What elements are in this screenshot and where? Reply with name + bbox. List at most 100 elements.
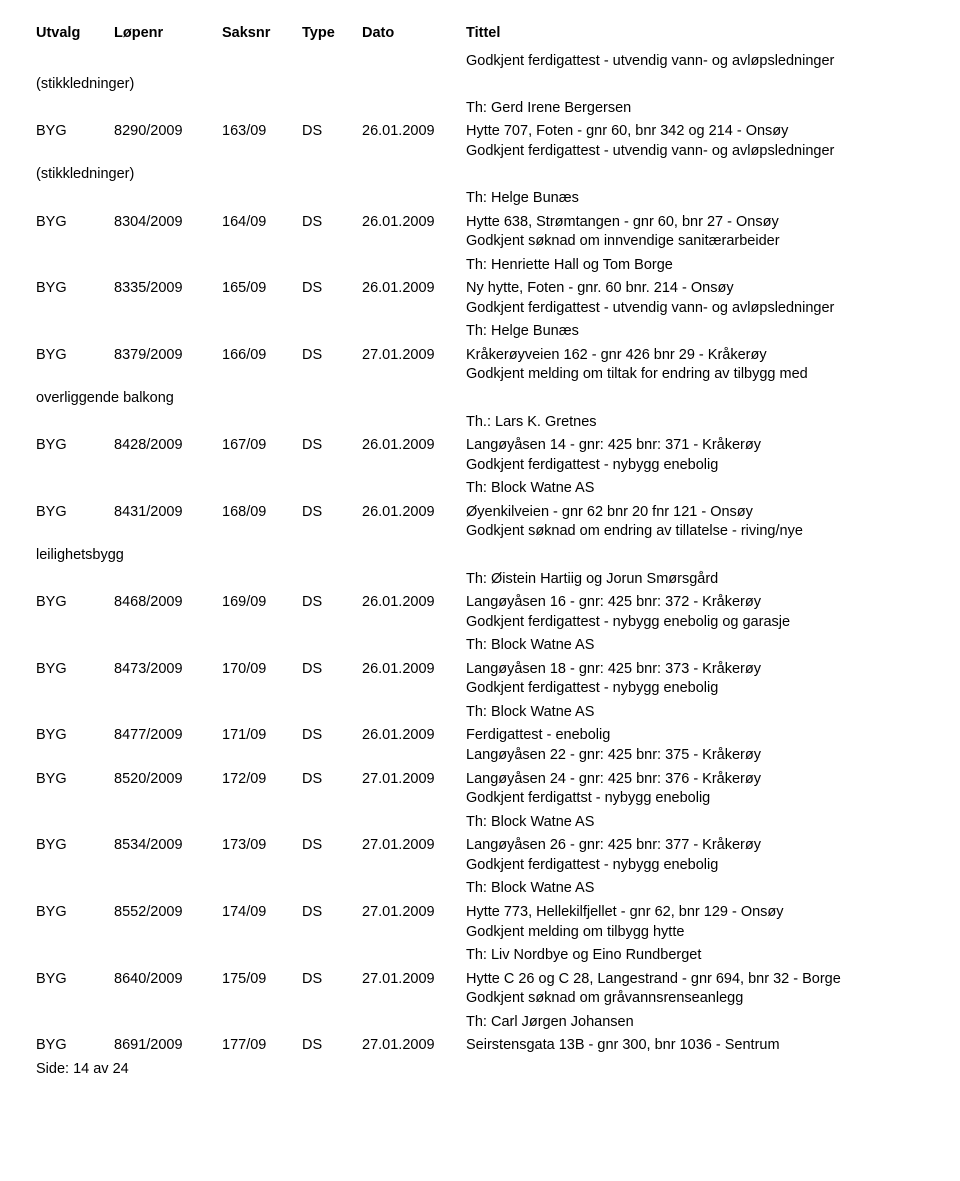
cell-tittel: Langøyåsen 14 - gnr: 425 bnr: 371 - Kråk… [466,436,924,456]
cell-dato: 26.01.2009 [362,503,466,523]
cell-tittel: Hytte 707, Foten - gnr 60, bnr 342 og 21… [466,122,924,142]
cell-dato: 27.01.2009 [362,903,466,923]
entry: BYG8468/2009169/09DS26.01.2009Langøyåsen… [36,593,924,656]
entry-row: BYG8304/2009164/09DS26.01.2009Hytte 638,… [36,213,924,233]
entry-subtext: Th.: Lars K. Gretnes [36,413,924,433]
cell-lopenr: 8290/2009 [114,122,222,142]
cell-dato: 27.01.2009 [362,346,466,366]
cell-lopenr: 8640/2009 [114,970,222,990]
entry-flush-note: leilighetsbygg [36,546,924,566]
cell-utvalg: BYG [36,770,114,790]
cell-tittel: Langøyåsen 24 - gnr: 425 bnr: 376 - Kråk… [466,770,924,790]
cell-lopenr: 8473/2009 [114,660,222,680]
entry-row: BYG8428/2009167/09DS26.01.2009Langøyåsen… [36,436,924,456]
entry-subtext: Th: Helge Bunæs [36,189,924,209]
cell-dato: 27.01.2009 [362,1036,466,1056]
entries-container: BYG8290/2009163/09DS26.01.2009Hytte 707,… [36,122,924,1056]
cell-dato: 26.01.2009 [362,436,466,456]
header-tittel: Tittel [466,24,924,44]
entry-subtext: Godkjent søknad om gråvannsrenseanlegg [36,989,924,1009]
entry-row: BYG8473/2009170/09DS26.01.2009Langøyåsen… [36,660,924,680]
cell-utvalg: BYG [36,836,114,856]
cell-saksnr: 170/09 [222,660,302,680]
cell-lopenr: 8552/2009 [114,903,222,923]
cell-utvalg: BYG [36,122,114,142]
cell-dato: 26.01.2009 [362,660,466,680]
cell-dato: 27.01.2009 [362,836,466,856]
entry-row: BYG8290/2009163/09DS26.01.2009Hytte 707,… [36,122,924,142]
entry-subtext: Godkjent ferdigattest - nybygg enebolig … [36,613,924,633]
entry-row: BYG8640/2009175/09DS27.01.2009Hytte C 26… [36,970,924,990]
entry-flush-note: overliggende balkong [36,389,924,409]
entry: BYG8304/2009164/09DS26.01.2009Hytte 638,… [36,213,924,276]
cell-dato: 27.01.2009 [362,970,466,990]
cell-tittel: Hytte 638, Strømtangen - gnr 60, bnr 27 … [466,213,924,233]
cell-tittel: Langøyåsen 18 - gnr: 425 bnr: 373 - Kråk… [466,660,924,680]
cell-type: DS [302,726,362,746]
entry-subtext: Th: Carl Jørgen Johansen [36,1013,924,1033]
cell-type: DS [302,836,362,856]
entry-subtext: Godkjent søknad om endring av tillatelse… [36,522,924,542]
entry-row: BYG8520/2009172/09DS27.01.2009Langøyåsen… [36,770,924,790]
cell-saksnr: 169/09 [222,593,302,613]
cell-utvalg: BYG [36,660,114,680]
cell-lopenr: 8534/2009 [114,836,222,856]
cell-utvalg: BYG [36,726,114,746]
cell-lopenr: 8431/2009 [114,503,222,523]
entry: BYG8640/2009175/09DS27.01.2009Hytte C 26… [36,970,924,1033]
entry: BYG8520/2009172/09DS27.01.2009Langøyåsen… [36,770,924,833]
entry-subtext: Godkjent ferdigattest - nybygg enebolig [36,679,924,699]
entry-row: BYG8552/2009174/09DS27.01.2009Hytte 773,… [36,903,924,923]
entry-row: BYG8477/2009171/09DS26.01.2009Ferdigatte… [36,726,924,746]
intro-line2: Th: Gerd Irene Bergersen [36,99,924,119]
cell-utvalg: BYG [36,903,114,923]
cell-type: DS [302,770,362,790]
cell-type: DS [302,970,362,990]
entry: BYG8552/2009174/09DS27.01.2009Hytte 773,… [36,903,924,966]
cell-tittel: Øyenkilveien - gnr 62 bnr 20 fnr 121 - O… [466,503,924,523]
cell-utvalg: BYG [36,279,114,299]
cell-dato: 26.01.2009 [362,122,466,142]
cell-lopenr: 8520/2009 [114,770,222,790]
cell-utvalg: BYG [36,593,114,613]
entry: BYG8534/2009173/09DS27.01.2009Langøyåsen… [36,836,924,899]
entry-subtext: Th: Block Watne AS [36,636,924,656]
cell-tittel: Kråkerøyveien 162 - gnr 426 bnr 29 - Krå… [466,346,924,366]
entry-row: BYG8534/2009173/09DS27.01.2009Langøyåsen… [36,836,924,856]
cell-saksnr: 166/09 [222,346,302,366]
cell-saksnr: 175/09 [222,970,302,990]
entry-row: BYG8335/2009165/09DS26.01.2009Ny hytte, … [36,279,924,299]
cell-utvalg: BYG [36,1036,114,1056]
cell-type: DS [302,503,362,523]
entry: BYG8473/2009170/09DS26.01.2009Langøyåsen… [36,660,924,723]
header-type: Type [302,24,362,44]
entry: BYG8477/2009171/09DS26.01.2009Ferdigatte… [36,726,924,765]
cell-saksnr: 172/09 [222,770,302,790]
cell-dato: 26.01.2009 [362,279,466,299]
cell-utvalg: BYG [36,346,114,366]
cell-tittel: Ny hytte, Foten - gnr. 60 bnr. 214 - Ons… [466,279,924,299]
entry-flush-note: (stikkledninger) [36,165,924,185]
cell-type: DS [302,903,362,923]
cell-type: DS [302,436,362,456]
cell-lopenr: 8304/2009 [114,213,222,233]
cell-dato: 27.01.2009 [362,770,466,790]
cell-type: DS [302,660,362,680]
entry-subtext: Th: Liv Nordbye og Eino Rundberget [36,946,924,966]
cell-tittel: Seirstensgata 13B - gnr 300, bnr 1036 - … [466,1036,924,1056]
cell-utvalg: BYG [36,503,114,523]
entry-subtext: Th: Henriette Hall og Tom Borge [36,256,924,276]
entry-subtext: Th: Block Watne AS [36,703,924,723]
cell-type: DS [302,279,362,299]
entry-subtext: Godkjent melding om tiltak for endring a… [36,365,924,385]
cell-saksnr: 163/09 [222,122,302,142]
entry-row: BYG8379/2009166/09DS27.01.2009Kråkerøyve… [36,346,924,366]
cell-saksnr: 165/09 [222,279,302,299]
cell-saksnr: 173/09 [222,836,302,856]
entry: BYG8379/2009166/09DS27.01.2009Kråkerøyve… [36,346,924,432]
entry-subtext: Th: Block Watne AS [36,813,924,833]
header-saksnr: Saksnr [222,24,302,44]
intro-block: Godkjent ferdigattest - utvendig vann- o… [36,52,924,119]
entry-subtext: Godkjent ferdigattest - nybygg enebolig [36,856,924,876]
header-dato: Dato [362,24,466,44]
